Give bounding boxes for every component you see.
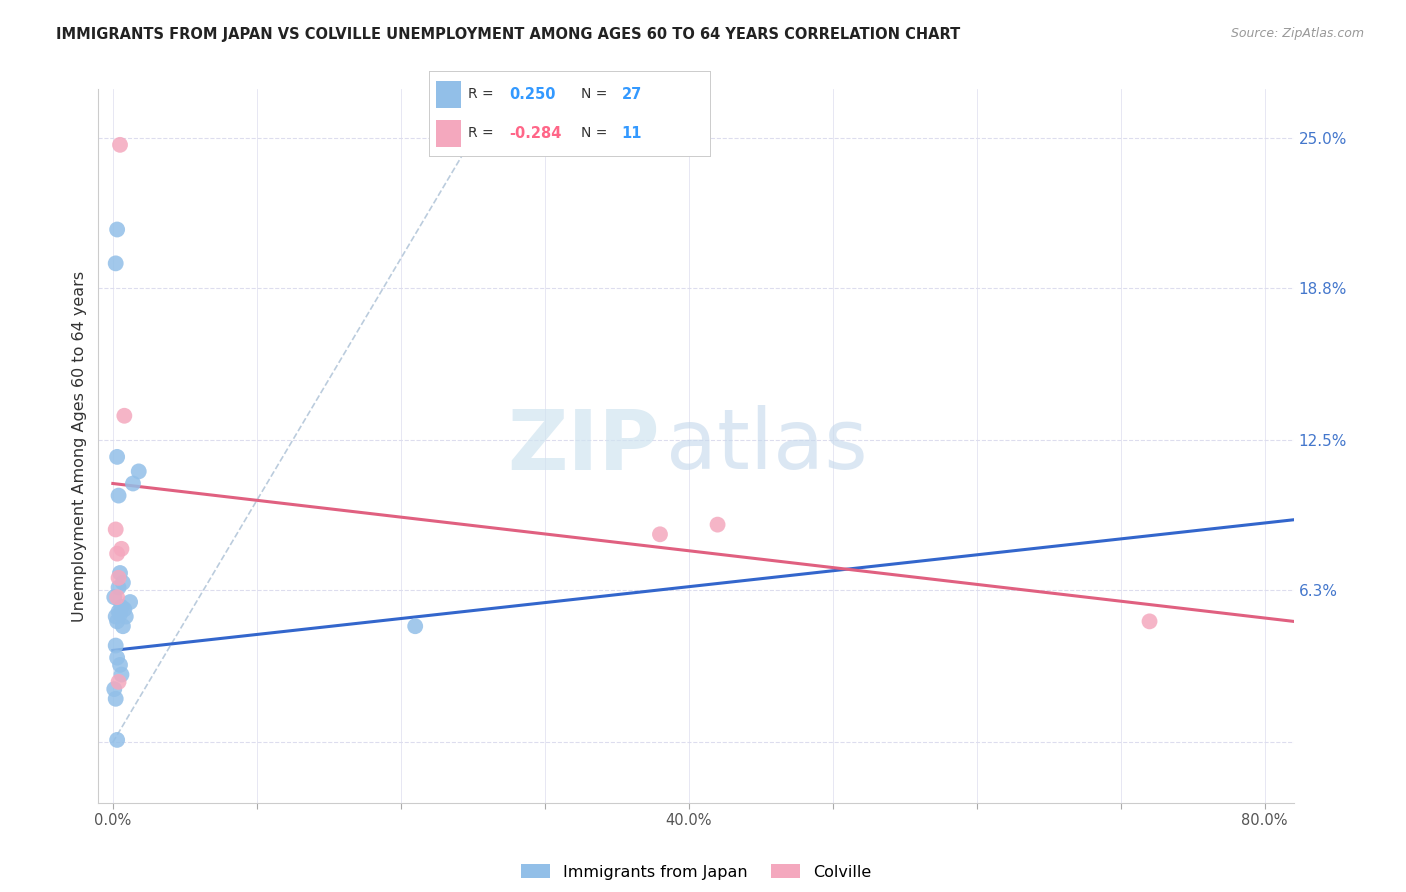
Point	[107, 489, 129, 503]
Point	[112, 602, 135, 616]
Point	[105, 450, 128, 464]
Point	[107, 605, 129, 619]
Point	[111, 619, 134, 633]
Point	[1139, 615, 1161, 629]
Point	[110, 541, 132, 556]
Point	[112, 409, 135, 423]
Point	[104, 691, 127, 706]
Point	[105, 650, 128, 665]
Text: 0.250: 0.250	[509, 87, 555, 102]
Point	[104, 609, 127, 624]
Text: Source: ZipAtlas.com: Source: ZipAtlas.com	[1230, 27, 1364, 40]
Point	[108, 566, 131, 580]
Point	[110, 667, 132, 681]
Y-axis label: Unemployment Among Ages 60 to 64 years: Unemployment Among Ages 60 to 64 years	[72, 270, 87, 622]
Point	[108, 657, 131, 672]
Text: 11: 11	[621, 126, 643, 141]
Text: -0.284: -0.284	[509, 126, 561, 141]
Legend: Immigrants from Japan, Colville: Immigrants from Japan, Colville	[513, 856, 879, 888]
Text: IMMIGRANTS FROM JAPAN VS COLVILLE UNEMPLOYMENT AMONG AGES 60 TO 64 YEARS CORRELA: IMMIGRANTS FROM JAPAN VS COLVILLE UNEMPL…	[56, 27, 960, 42]
Point	[104, 523, 127, 537]
Point	[108, 137, 131, 152]
Text: atlas: atlas	[666, 406, 868, 486]
Point	[404, 619, 426, 633]
FancyBboxPatch shape	[436, 120, 461, 147]
Point	[107, 571, 129, 585]
Point	[122, 476, 145, 491]
Point	[105, 547, 128, 561]
Point	[104, 639, 127, 653]
Point	[103, 590, 125, 604]
Point	[107, 581, 129, 595]
Text: N =: N =	[581, 127, 612, 140]
Text: ZIP: ZIP	[508, 406, 661, 486]
Point	[648, 527, 671, 541]
Point	[110, 599, 132, 614]
Point	[111, 575, 134, 590]
FancyBboxPatch shape	[436, 80, 461, 108]
Point	[104, 256, 127, 270]
Point	[103, 682, 125, 697]
Point	[105, 222, 128, 236]
Point	[706, 517, 728, 532]
Point	[105, 615, 128, 629]
Point	[105, 590, 128, 604]
Point	[114, 609, 136, 624]
Point	[105, 732, 128, 747]
Point	[107, 674, 129, 689]
Text: R =: R =	[468, 87, 498, 101]
Text: 27: 27	[621, 87, 641, 102]
Point	[120, 595, 142, 609]
Text: N =: N =	[581, 87, 612, 101]
Point	[108, 607, 131, 621]
Point	[128, 464, 150, 478]
Text: R =: R =	[468, 127, 498, 140]
